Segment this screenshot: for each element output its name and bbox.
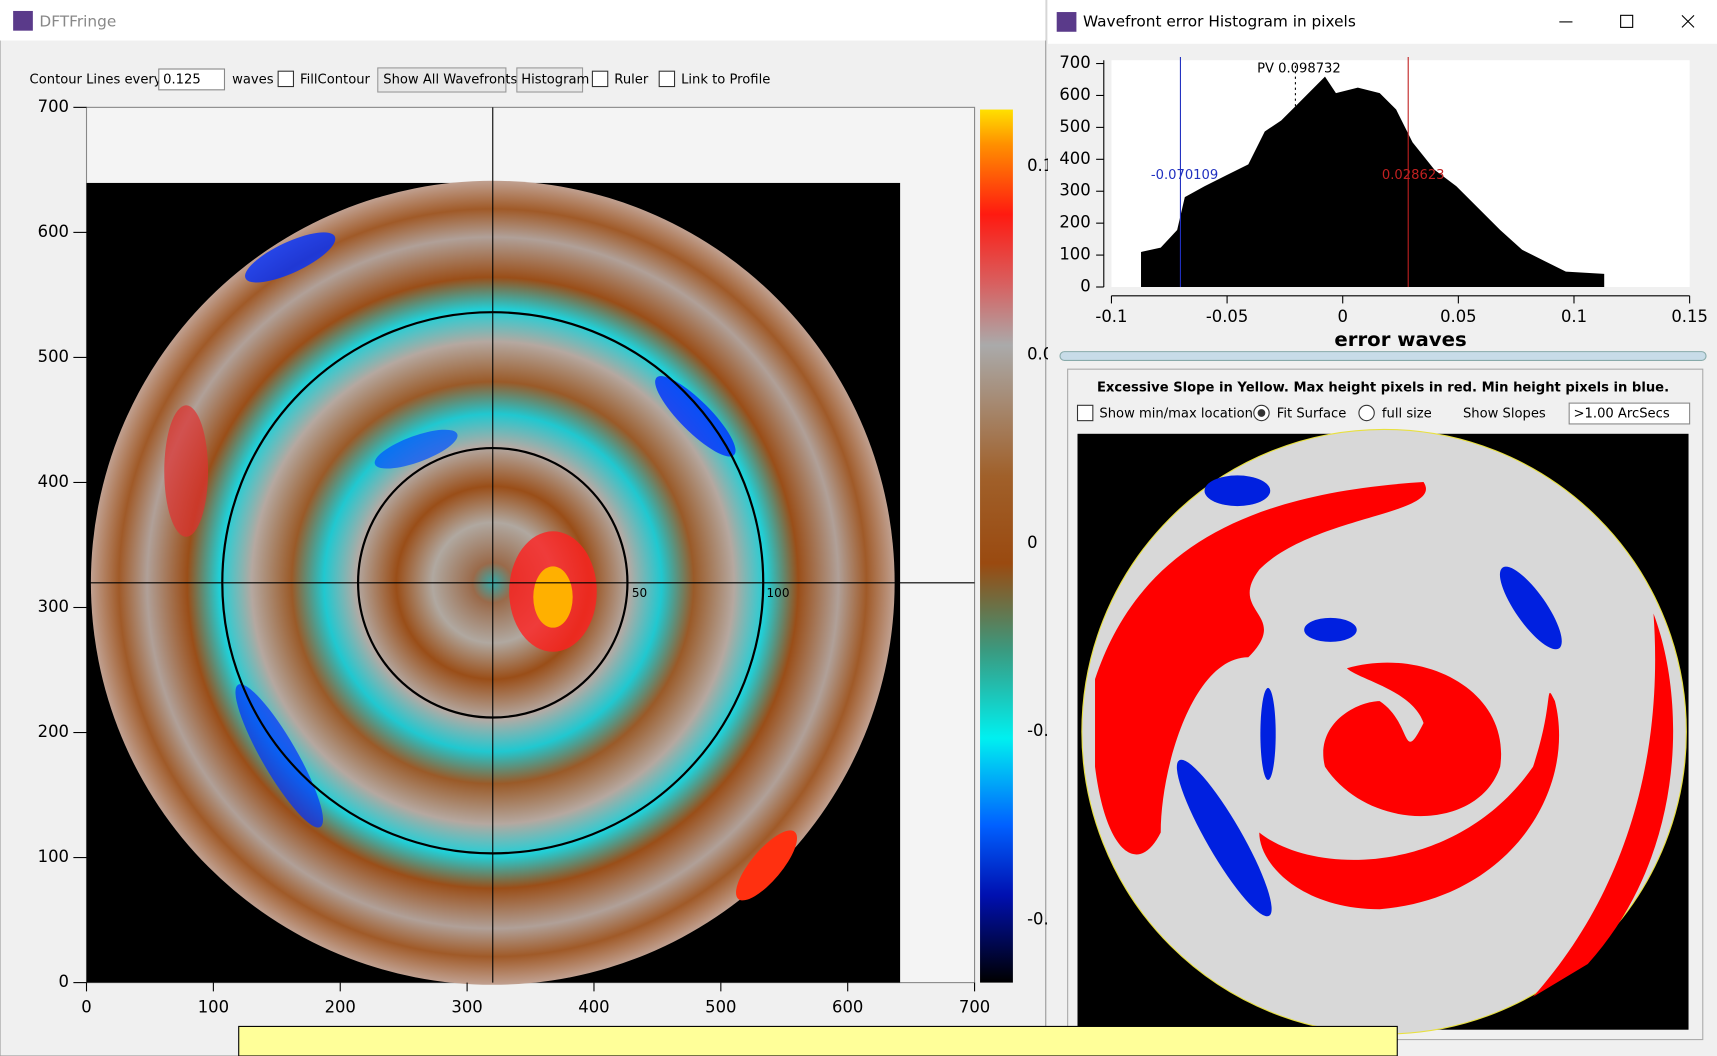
y-tick-label: 600	[1059, 85, 1090, 104]
x-tick-label: 0.1	[1561, 307, 1587, 326]
ruler-label: 100	[767, 586, 790, 600]
label: waves	[232, 72, 274, 87]
y-tick-label: 200	[38, 722, 69, 741]
splitter[interactable]	[1060, 352, 1706, 361]
x-tick-label: 300	[451, 997, 482, 1016]
y-tick-label: 400	[1059, 149, 1090, 168]
title-bar	[0, 0, 1046, 41]
max-label: 0.028623	[1382, 168, 1445, 183]
spinbox-value: 0.125	[163, 72, 201, 87]
y-tick-label: 0	[1080, 277, 1090, 296]
y-tick-label: 100	[38, 847, 69, 866]
banner	[239, 1026, 1398, 1056]
high-area	[164, 405, 208, 536]
x-tick-label: 600	[832, 997, 863, 1016]
label: Contour Lines every	[30, 72, 162, 87]
y-tick-label: 700	[38, 97, 69, 116]
checkbox[interactable]	[1078, 405, 1093, 420]
high-area	[533, 566, 572, 627]
x-tick-label: 100	[198, 997, 229, 1016]
y-tick-label: 400	[38, 472, 69, 491]
y-tick-label: 500	[38, 347, 69, 366]
y-tick-label: 300	[38, 597, 69, 616]
button-label: Histogram	[521, 72, 589, 87]
label: Link to Profile	[681, 72, 770, 87]
label: FillContour	[300, 72, 371, 87]
x-tick-label: 200	[325, 997, 356, 1016]
y-tick-label: 100	[1059, 245, 1090, 264]
x-tick-label: 400	[578, 997, 609, 1016]
x-tick-label: 0.05	[1440, 307, 1477, 326]
radio-dot	[1258, 409, 1266, 417]
app-icon	[1057, 12, 1077, 32]
x-tick-label: -0.05	[1206, 307, 1248, 326]
spinbox-value: >1.00 ArcSecs	[1574, 407, 1670, 422]
colorbar	[980, 110, 1013, 983]
window-title: Wavefront error Histogram in pixels	[1083, 12, 1356, 30]
low-region	[1304, 618, 1357, 642]
x-axis-label: error waves	[1334, 328, 1466, 351]
ruler-label: 50	[632, 586, 647, 600]
x-tick-label: -0.1	[1095, 307, 1127, 326]
y-tick-label: 0	[59, 972, 69, 991]
x-tick-label: 500	[705, 997, 736, 1016]
x-tick-label: 0.15	[1671, 307, 1708, 326]
checkbox[interactable]	[278, 71, 293, 86]
colorbar-label: 0	[1027, 533, 1037, 552]
wavefront-plot: 50 100 0 100 200 300 400 500 600 700 0 100 200 300 4…	[38, 97, 1054, 1016]
low-region	[1260, 688, 1275, 780]
button-label: Show All Wavefronts	[383, 72, 517, 87]
heading: Excessive Slope in Yellow. Max height pi…	[1097, 380, 1669, 395]
y-tick-label: 600	[38, 222, 69, 241]
app-icon	[13, 11, 33, 31]
x-tick-label: 0	[81, 997, 91, 1016]
window-title: DFTFringe	[39, 12, 116, 30]
radio[interactable]	[1359, 405, 1374, 420]
label: Show Slopes	[1463, 407, 1546, 422]
colorbar-label: -0.	[1027, 721, 1049, 740]
x-tick-label: 0	[1337, 307, 1347, 326]
pv-label: PV 0.098732	[1257, 62, 1341, 77]
low-region	[1205, 475, 1271, 506]
y-tick-label: 700	[1059, 53, 1090, 72]
min-label: -0.070109	[1151, 168, 1218, 183]
checkbox[interactable]	[592, 71, 607, 86]
checkbox[interactable]	[659, 71, 674, 86]
label: Ruler	[614, 72, 649, 87]
colorbar-label: -0.	[1027, 910, 1049, 929]
screen: DFTFringe Contour Lines every 0.125 wave…	[0, 0, 1717, 1056]
x-tick-label: 700	[959, 997, 990, 1016]
label: full size	[1382, 407, 1432, 422]
y-tick-label: 500	[1059, 117, 1090, 136]
y-tick-label: 300	[1059, 181, 1090, 200]
y-tick-label: 200	[1059, 213, 1090, 232]
label: Fit Surface	[1277, 407, 1347, 422]
label: Show min/max location	[1099, 407, 1253, 422]
